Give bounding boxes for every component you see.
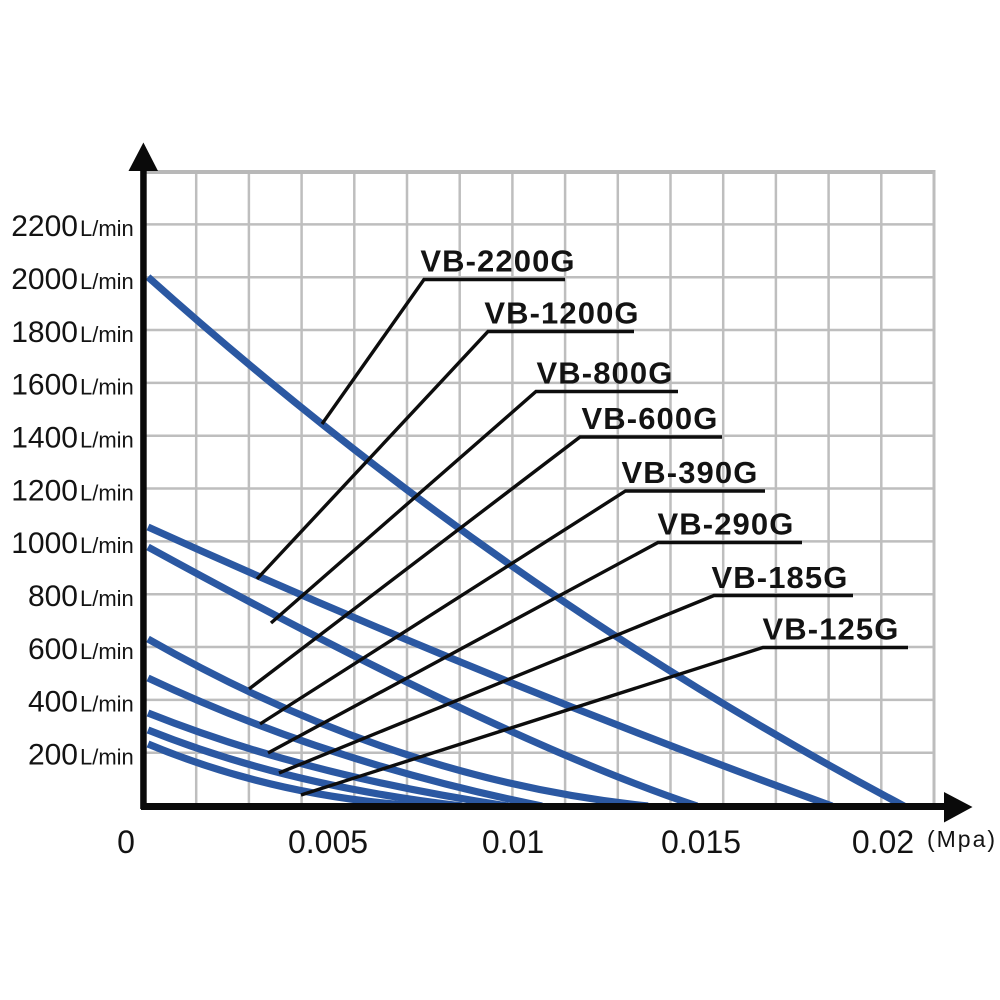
svg-text:VB-185G: VB-185G <box>712 560 849 595</box>
svg-text:L/min: L/min <box>80 375 134 400</box>
svg-text:L/min: L/min <box>80 533 134 558</box>
svg-text:L/min: L/min <box>80 428 134 453</box>
svg-text:0.01: 0.01 <box>482 824 544 860</box>
svg-text:VB-800G: VB-800G <box>537 356 674 391</box>
svg-text:VB-1200G: VB-1200G <box>484 296 639 331</box>
svg-text:L/min: L/min <box>80 692 134 717</box>
svg-text:1200: 1200 <box>11 474 78 507</box>
svg-text:0.015: 0.015 <box>661 824 741 860</box>
svg-text:VB-600G: VB-600G <box>582 401 719 436</box>
svg-text:600: 600 <box>28 633 78 666</box>
svg-text:(Mpa): (Mpa) <box>927 826 997 852</box>
svg-text:0.005: 0.005 <box>288 824 368 860</box>
svg-text:200: 200 <box>28 739 78 772</box>
svg-text:L/min: L/min <box>80 639 134 664</box>
svg-text:L/min: L/min <box>80 586 134 611</box>
svg-text:2200: 2200 <box>11 210 78 243</box>
svg-text:0.02: 0.02 <box>852 824 914 860</box>
svg-text:VB-2200G: VB-2200G <box>420 244 575 279</box>
svg-text:L/min: L/min <box>80 480 134 505</box>
svg-text:L/min: L/min <box>80 269 134 294</box>
svg-text:VB-125G: VB-125G <box>763 612 900 647</box>
svg-text:L/min: L/min <box>80 216 134 241</box>
svg-text:VB-290G: VB-290G <box>658 507 795 542</box>
svg-text:400: 400 <box>28 686 78 719</box>
svg-text:800: 800 <box>28 580 78 613</box>
svg-text:1800: 1800 <box>11 316 78 349</box>
svg-text:VB-390G: VB-390G <box>622 455 759 490</box>
svg-text:L/min: L/min <box>80 322 134 347</box>
svg-text:0: 0 <box>117 824 135 860</box>
svg-text:1600: 1600 <box>11 369 78 402</box>
svg-text:1000: 1000 <box>11 527 78 560</box>
svg-text:L/min: L/min <box>80 745 134 770</box>
svg-text:2000: 2000 <box>11 263 78 296</box>
svg-text:1400: 1400 <box>11 422 78 455</box>
